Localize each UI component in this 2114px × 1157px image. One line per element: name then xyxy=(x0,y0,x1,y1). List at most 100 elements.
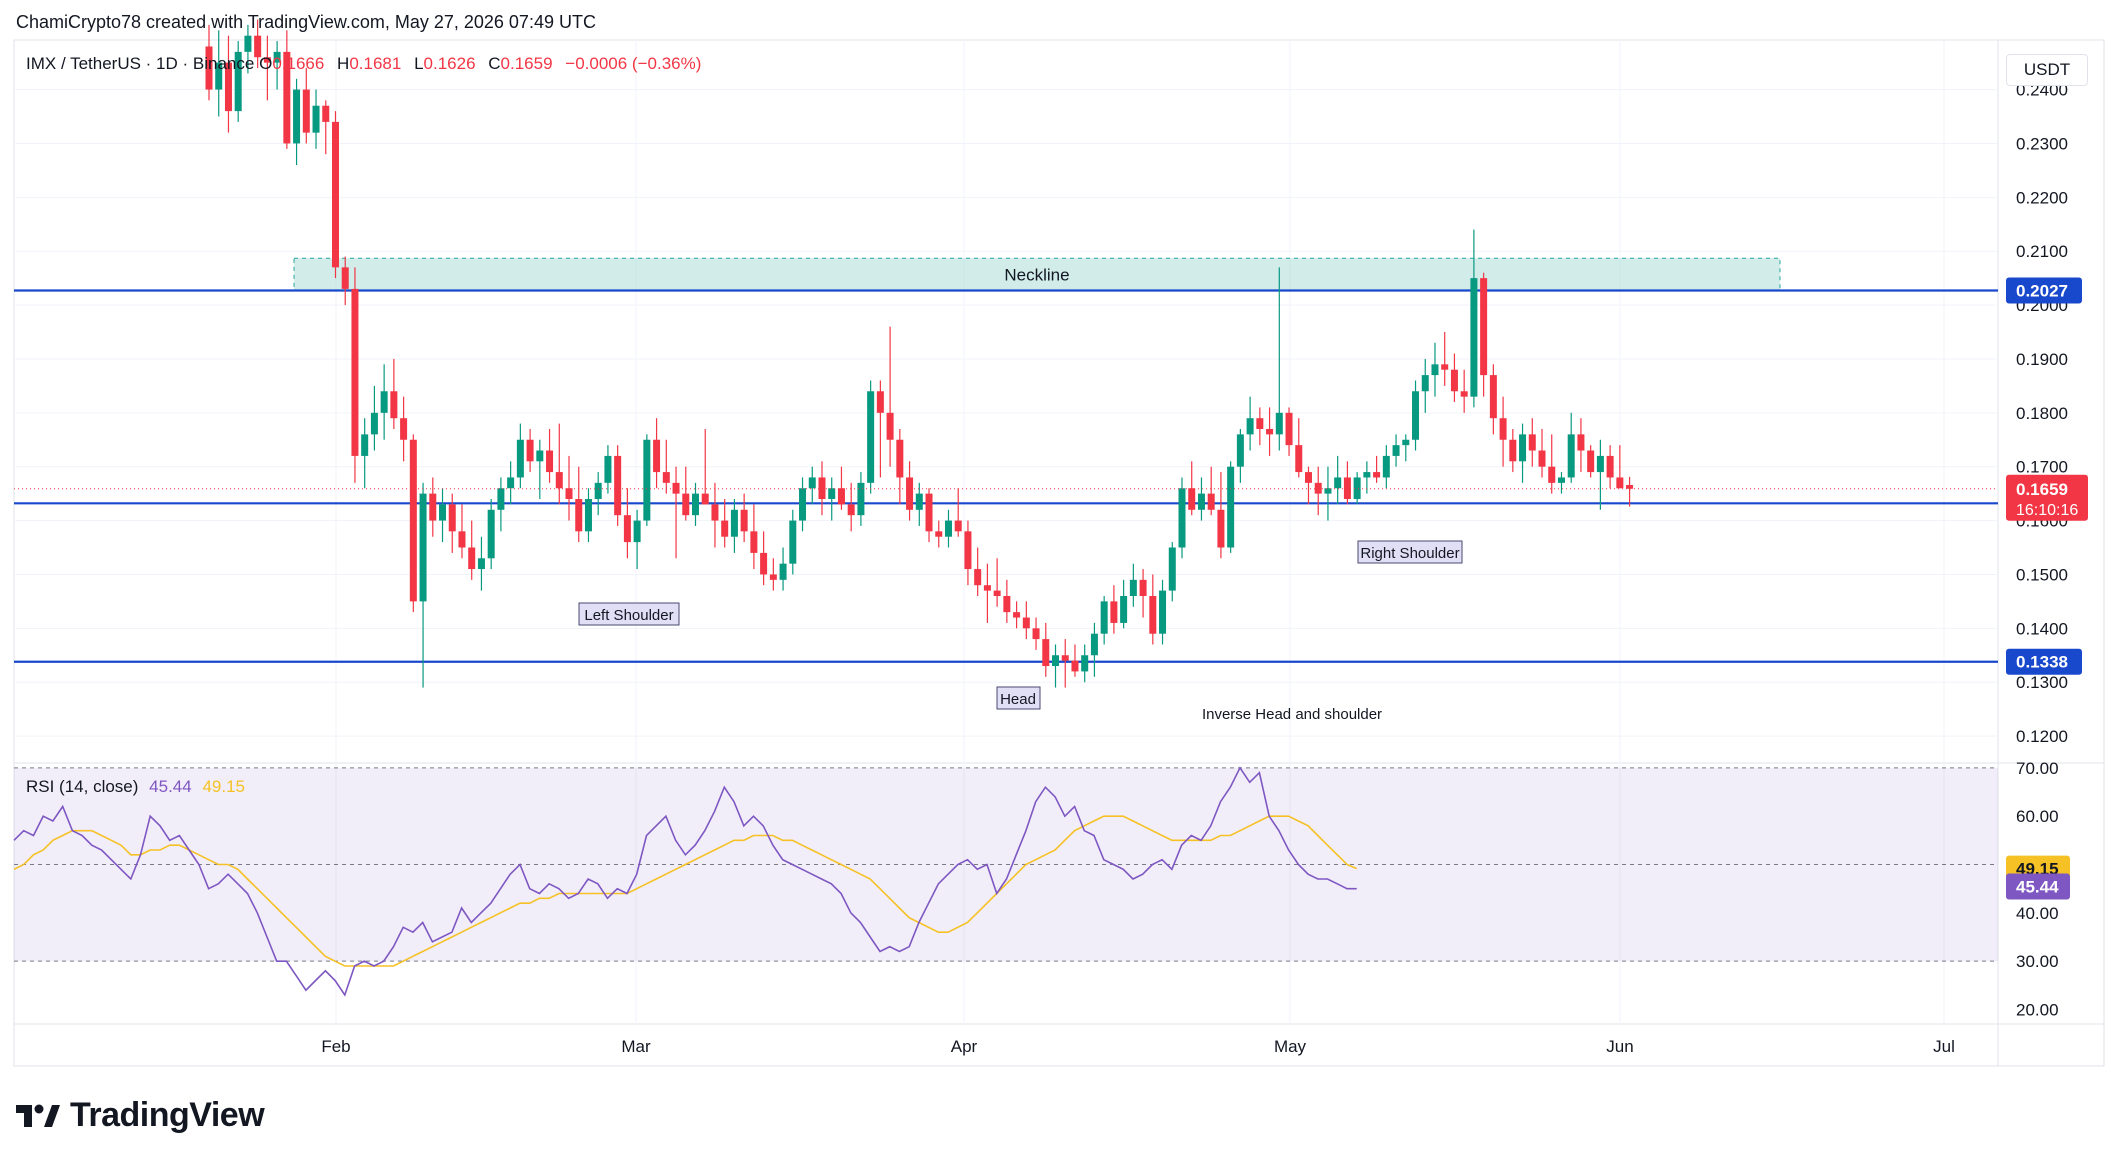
time-tick-label: May xyxy=(1274,1037,1307,1056)
candle-body xyxy=(1373,472,1381,478)
pattern-note[interactable]: Inverse Head and shoulder xyxy=(1202,706,1382,723)
price-tick-label: 0.2300 xyxy=(2016,134,2068,153)
candle-body xyxy=(1236,434,1244,467)
candle-body xyxy=(1538,450,1546,467)
rsi-band xyxy=(14,767,1998,962)
candle-body xyxy=(721,520,729,537)
candle-body xyxy=(1129,579,1137,596)
candle-body xyxy=(662,472,670,483)
candle-body xyxy=(1480,278,1488,376)
right-shoulder-box xyxy=(1357,540,1463,564)
right-shoulder-annotation[interactable]: Right Shoulder xyxy=(1357,540,1463,564)
neckline-zone-box[interactable] xyxy=(293,257,1781,292)
rsi-value-label: 45.44 xyxy=(2016,878,2059,897)
candle-body xyxy=(886,412,894,440)
candle-body xyxy=(507,477,515,489)
candle-body xyxy=(254,35,262,58)
candle-body xyxy=(1149,595,1157,634)
candle-body xyxy=(711,504,719,521)
candle-body xyxy=(1392,445,1400,456)
rsi-legend[interactable]: RSI (14, close) 45.44 49.15 xyxy=(26,777,245,797)
tradingview-logo[interactable]: TradingView xyxy=(16,1096,265,1135)
candle-body xyxy=(224,62,232,112)
candle-body xyxy=(1616,477,1624,489)
candle-body xyxy=(1003,595,1011,613)
candle-body xyxy=(1071,660,1079,672)
price-tick-label: 0.1500 xyxy=(2016,565,2068,584)
candle-body xyxy=(1100,601,1108,634)
candle-body xyxy=(867,391,875,483)
head-annotation[interactable]: Head xyxy=(996,686,1041,710)
candle-body xyxy=(653,439,661,473)
head-box xyxy=(996,686,1041,710)
candle-body xyxy=(477,558,485,570)
candle-body xyxy=(682,493,690,516)
candle-body xyxy=(789,520,797,564)
symbol-ohlc-bar[interactable]: IMX / TetherUS · 1D · Binance O0.1666 H0… xyxy=(26,54,709,74)
candle-body xyxy=(1217,509,1225,548)
low-value: 0.1626 xyxy=(423,54,476,73)
price-axis[interactable]: 0.24000.23000.22000.21000.20000.19000.18… xyxy=(2016,81,2068,746)
candle-body xyxy=(497,488,505,510)
candle-body xyxy=(1528,434,1536,451)
price-tick-label: 0.1700 xyxy=(2016,458,2068,477)
candle-body xyxy=(944,520,952,537)
neckline-zone[interactable]: Neckline xyxy=(293,257,1781,292)
change-value: −0.0006 (−0.36%) xyxy=(565,54,702,73)
candle-body xyxy=(1450,369,1458,392)
candle-body xyxy=(1314,482,1322,494)
left-shoulder-label: Left Shoulder xyxy=(584,607,673,624)
candle-body xyxy=(1285,412,1293,446)
candle-body xyxy=(769,574,777,580)
candle-body xyxy=(614,455,622,516)
candle-body xyxy=(1489,375,1497,419)
candle-body xyxy=(1295,445,1303,473)
candle-body xyxy=(487,509,495,559)
candle-body xyxy=(594,482,602,500)
price-labels: 0.20270.16320.13380.165916:10:1649.1545.… xyxy=(2006,277,2088,900)
candle-body xyxy=(915,493,923,510)
candle-body xyxy=(390,391,398,419)
candle-body xyxy=(1266,428,1274,435)
candle-body xyxy=(448,504,456,532)
rsi-legend-label: RSI (14, close) xyxy=(26,777,139,796)
left-shoulder-annotation[interactable]: Left Shoulder xyxy=(578,602,680,626)
candle-body xyxy=(1519,434,1527,462)
candle-body xyxy=(1412,391,1420,440)
candle-body xyxy=(1557,477,1565,483)
candle-body xyxy=(439,504,447,521)
time-tick-label: Apr xyxy=(951,1037,978,1056)
candle-body xyxy=(906,477,914,510)
open-value: 0.1666 xyxy=(272,54,325,73)
symbol-title[interactable]: IMX / TetherUS · 1D · Binance xyxy=(26,54,255,73)
candle-body xyxy=(896,439,904,478)
candle-body xyxy=(380,391,388,413)
candle-body xyxy=(1188,488,1196,510)
price-tick-label: 0.2100 xyxy=(2016,242,2068,261)
candle-body xyxy=(740,509,748,532)
candle-body xyxy=(1567,434,1575,478)
candle-body xyxy=(584,499,592,532)
time-tick-label: Jul xyxy=(1933,1037,1955,1056)
candle-body xyxy=(1363,472,1371,478)
time-axis[interactable]: Feb Mar Apr May Jun Jul xyxy=(321,1037,1955,1056)
candle-body xyxy=(779,563,787,580)
hline-price-label-box xyxy=(2006,648,2082,675)
candle-body xyxy=(263,57,271,63)
candle-body xyxy=(244,35,252,52)
candle-body xyxy=(1168,547,1176,591)
price-tick-label: 0.1800 xyxy=(2016,404,2068,423)
currency-button[interactable]: USDT xyxy=(2006,54,2088,86)
candles xyxy=(205,19,1634,688)
candle-body xyxy=(234,51,242,112)
high-label: H xyxy=(337,54,350,73)
candle-body xyxy=(1470,278,1478,397)
candle-body xyxy=(1032,628,1040,640)
candle-body xyxy=(575,499,583,532)
candle-body xyxy=(302,89,310,133)
chart-frame xyxy=(13,39,2105,1067)
candle-body xyxy=(458,531,466,548)
candle-body xyxy=(818,477,826,500)
neckline-label: Neckline xyxy=(1004,265,1069,284)
